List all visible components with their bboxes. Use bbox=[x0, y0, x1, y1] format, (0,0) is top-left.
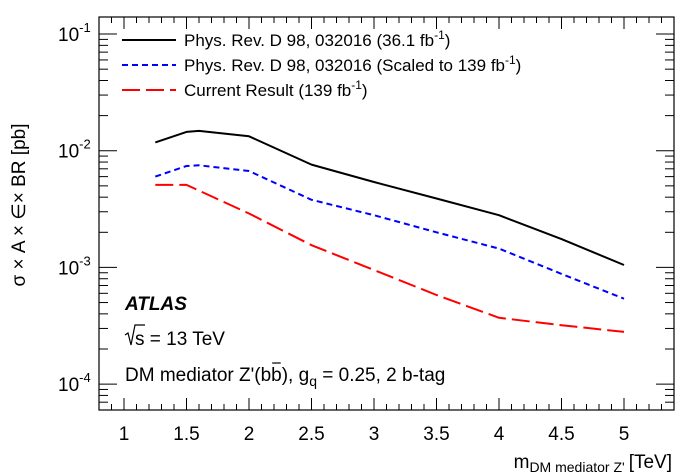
plot-frame bbox=[98, 16, 675, 411]
y-axis-title: σ × A × ∈× BR [pb] bbox=[9, 124, 30, 287]
x-tick-label: 2 bbox=[244, 424, 255, 445]
legend-label-current: Current Result (139 fb-1) bbox=[184, 78, 368, 100]
x-tick-label: 1.5 bbox=[173, 424, 199, 445]
legend-label-published: Phys. Rev. D 98, 032016 (36.1 fb-1) bbox=[184, 28, 450, 50]
y-tick-labels: 10-1 10-2 10-3 10-4 bbox=[58, 20, 91, 396]
x-axis-title: mDM mediator Z' [TeV] bbox=[514, 452, 672, 475]
y-tick-label: 10-1 bbox=[58, 20, 91, 46]
data-curves bbox=[154, 129, 625, 333]
energy-label: s = 13 TeV bbox=[124, 324, 225, 350]
x-tick-label: 1 bbox=[119, 424, 130, 445]
y-tick-label: 10-2 bbox=[58, 137, 91, 163]
series-line-1 bbox=[154, 164, 625, 300]
process-label: DM mediator Z'(bb), gq = 0.25, 2 b-tag bbox=[125, 362, 445, 389]
x-tick-label: 5 bbox=[619, 424, 630, 445]
axis-ticks bbox=[98, 17, 675, 411]
x-tick-label: 4 bbox=[494, 424, 505, 445]
sqrt-symbol bbox=[124, 324, 145, 346]
svg-text:s = 13 TeV: s = 13 TeV bbox=[135, 329, 225, 350]
legend: Phys. Rev. D 98, 032016 (36.1 fb-1) Phys… bbox=[122, 28, 521, 100]
x-tick-labels: 1 1.5 2 2.5 3 3.5 4 4.5 5 bbox=[119, 424, 630, 445]
series-line-2 bbox=[155, 183, 625, 333]
atlas-label: ATLAS bbox=[124, 294, 187, 315]
y-tick-label: 10-4 bbox=[58, 370, 91, 396]
x-tick-label: 3 bbox=[369, 424, 380, 445]
series-line-0 bbox=[154, 129, 625, 266]
x-tick-label: 3.5 bbox=[423, 424, 449, 445]
y-tick-label: 10-3 bbox=[58, 253, 91, 279]
x-tick-label: 4.5 bbox=[548, 424, 574, 445]
legend-label-scaled: Phys. Rev. D 98, 032016 (Scaled to 139 f… bbox=[184, 53, 521, 75]
svg-text:DM mediator Z'(bb), gq = 0.25,: DM mediator Z'(bb), gq = 0.25, 2 b-tag bbox=[125, 365, 445, 389]
x-tick-label: 2.5 bbox=[298, 424, 324, 445]
